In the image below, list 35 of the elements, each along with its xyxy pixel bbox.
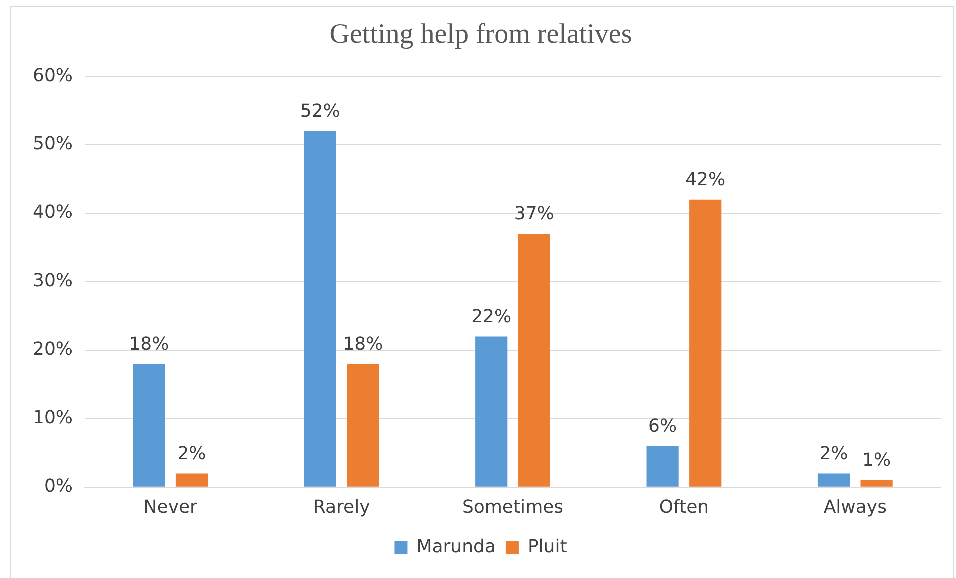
y-tick-label: 30% — [32, 270, 74, 292]
bar — [518, 234, 550, 487]
bar — [860, 480, 893, 487]
legend-label: Marunda — [416, 536, 496, 558]
text: 2% — [178, 443, 206, 464]
x-tick-label: Often — [659, 496, 710, 518]
text: 1% — [862, 450, 892, 472]
text: 52% — [300, 101, 340, 122]
text: 42% — [686, 170, 726, 191]
bar — [347, 364, 380, 487]
text: 37% — [514, 204, 554, 225]
y-tick-label: 60% — [32, 65, 74, 86]
bar — [176, 474, 208, 487]
bar — [646, 446, 679, 487]
bar — [133, 364, 166, 487]
text: 6% — [648, 416, 678, 437]
text: 18% — [343, 334, 384, 355]
y-tick-label: 50% — [32, 134, 74, 155]
x-tick-label: Rarely — [313, 496, 371, 518]
text: 18% — [129, 334, 170, 355]
bar — [476, 336, 508, 487]
bar — [818, 474, 850, 487]
bar — [690, 200, 722, 487]
bar — [304, 131, 336, 487]
text: 22% — [472, 306, 512, 328]
x-tick-label: Sometimes — [462, 496, 564, 518]
y-tick-label: 40% — [32, 202, 74, 224]
y-tick-label: 0% — [44, 476, 74, 498]
x-tick-label: Never — [144, 496, 198, 518]
chart-title: Getting help from relatives — [330, 19, 632, 50]
x-tick-label: Always — [824, 496, 887, 518]
y-tick-label: 10% — [32, 408, 74, 429]
legend-label: Pluit — [528, 536, 568, 558]
text: 2% — [820, 443, 848, 464]
y-tick-label: 20% — [32, 339, 74, 360]
